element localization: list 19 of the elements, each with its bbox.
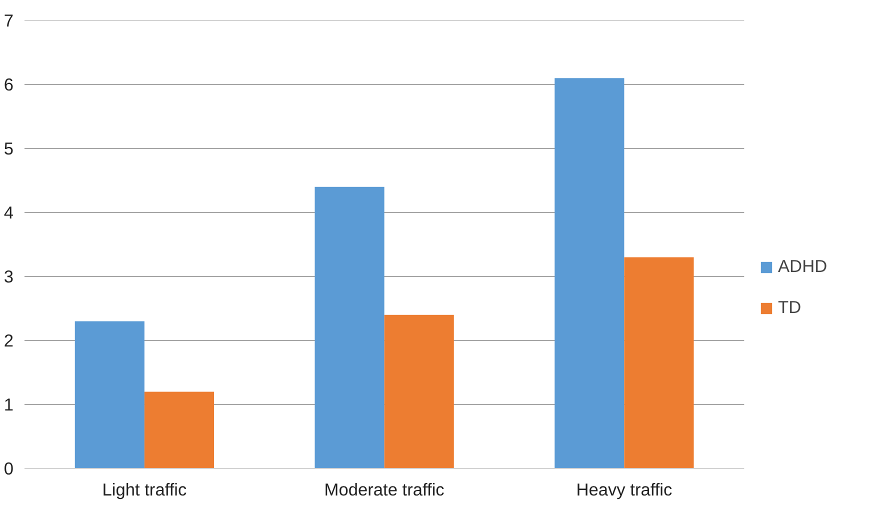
y-tick-label: 2 bbox=[4, 330, 14, 350]
bar bbox=[314, 186, 384, 468]
x-tick-label: Heavy traffic bbox=[576, 480, 673, 500]
y-tick-label: 3 bbox=[4, 266, 14, 286]
legend-label: TD bbox=[778, 297, 802, 318]
y-tick-label: 1 bbox=[4, 394, 14, 414]
bar bbox=[554, 78, 624, 468]
x-tick-label: Light traffic bbox=[102, 480, 187, 500]
bar bbox=[384, 314, 454, 468]
bar bbox=[74, 321, 144, 468]
y-tick-label: 4 bbox=[4, 202, 14, 222]
y-tick-label: 6 bbox=[4, 74, 14, 94]
y-tick-label: 0 bbox=[4, 458, 14, 478]
x-tick-label: Moderate traffic bbox=[324, 480, 445, 500]
legend-label: ADHD bbox=[778, 256, 828, 277]
bar bbox=[144, 392, 214, 468]
y-tick-label: 7 bbox=[4, 10, 14, 30]
y-tick-label: 5 bbox=[4, 138, 14, 158]
bar bbox=[624, 257, 694, 468]
